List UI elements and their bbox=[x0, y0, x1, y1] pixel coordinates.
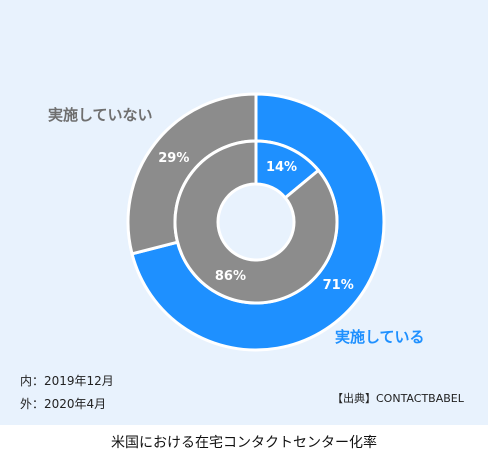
donut-chart: 71% 29% 14% 86% bbox=[126, 92, 386, 352]
outer-ring-value-label-not-implemented: 29% bbox=[158, 151, 189, 166]
outer-ring-period-note: 外：2020年4月 bbox=[20, 397, 107, 411]
chart-panel bbox=[0, 0, 488, 425]
inner-ring-value-label-not-implemented: 86% bbox=[215, 269, 246, 284]
source-credit: 【出典】CONTACTBABEL bbox=[332, 392, 464, 405]
inner-ring-period-note: 内：2019年12月 bbox=[20, 374, 114, 388]
legend-not-implemented: 実施していない bbox=[48, 106, 153, 124]
inner-ring-value-label-implemented: 14% bbox=[266, 160, 297, 175]
legend-implemented: 実施している bbox=[335, 328, 425, 346]
inner-ring-slice-not-implemented bbox=[173, 139, 339, 305]
outer-ring-value-label-implemented: 71% bbox=[323, 278, 354, 293]
chart-caption: 米国における在宅コンタクトセンター化率 bbox=[111, 435, 377, 451]
